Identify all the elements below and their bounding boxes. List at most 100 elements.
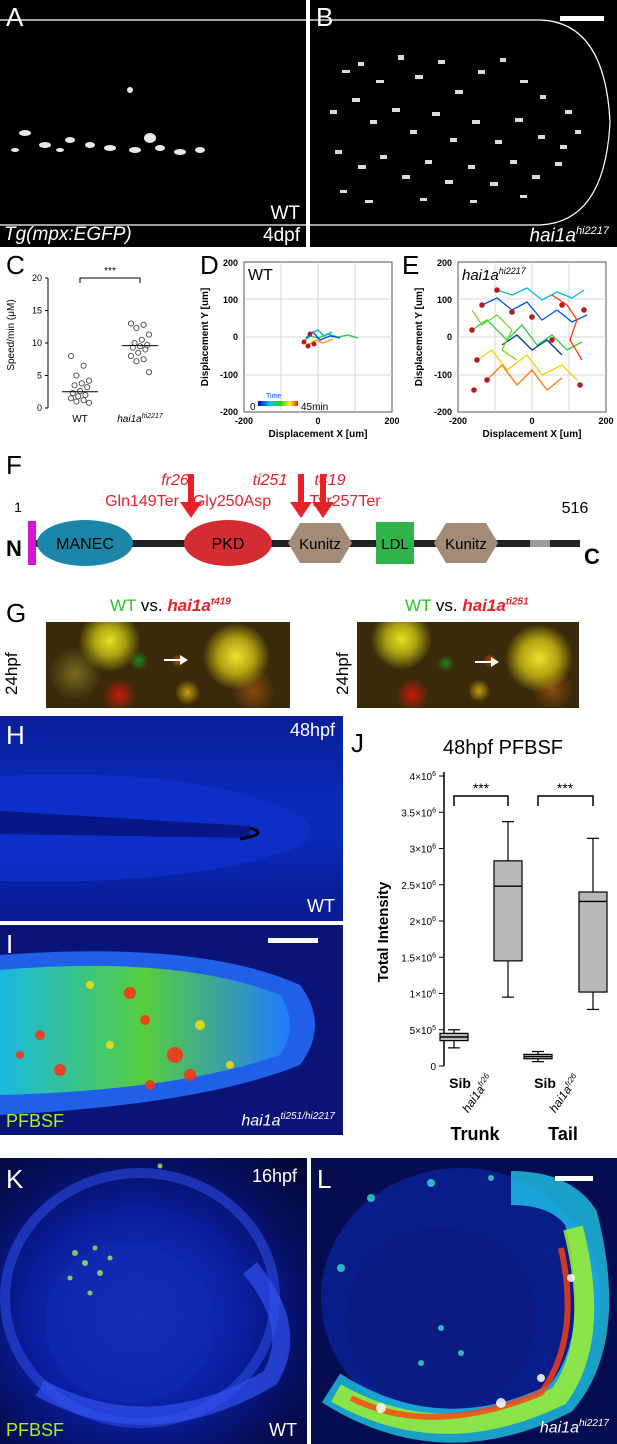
genotype-base: hai1a bbox=[529, 225, 576, 247]
panel-j-group-tail: Tail bbox=[548, 1124, 578, 1144]
panel-a-letter: A bbox=[6, 2, 24, 32]
panel-j-sig-tail: *** bbox=[557, 780, 574, 796]
panel-j-xlabel-sib-tail: Sib bbox=[534, 1075, 556, 1091]
panel-j-xlabel-sib-trunk: Sib bbox=[449, 1075, 471, 1091]
c-data-point bbox=[84, 384, 91, 391]
panel-a-cells bbox=[11, 87, 205, 155]
mutation-t419-name: t419 bbox=[314, 472, 345, 489]
panel-g-letter: G bbox=[6, 598, 27, 628]
panel-c-yticks: 0 5 10 15 20 bbox=[32, 273, 48, 413]
d-ytick: -200 bbox=[220, 407, 238, 417]
panel-c-xlabel-mut: hai1ahi2217 bbox=[117, 413, 164, 425]
panel-j-letter: J bbox=[351, 728, 364, 758]
panel-k-embryo bbox=[0, 1163, 291, 1428]
panel-k-stage: 16hpf bbox=[251, 1166, 297, 1186]
diagram-end-number: 516 bbox=[562, 500, 589, 517]
panel-a-outline bbox=[0, 19, 306, 226]
panel-j-boxes bbox=[439, 821, 608, 1063]
panel-e-tracks bbox=[471, 287, 588, 391]
panel-k-cells bbox=[67, 1163, 163, 1296]
c-data-point bbox=[145, 331, 153, 338]
e-xtick: -200 bbox=[449, 416, 467, 426]
c-data-point bbox=[78, 380, 85, 387]
panel-c-significance: *** bbox=[104, 266, 116, 277]
time-legend-zero: 0 bbox=[250, 402, 256, 413]
panel-k-image: K 16hpf PFBSF WT bbox=[0, 1158, 307, 1444]
panel-h-stage: 48hpf bbox=[289, 720, 335, 740]
c-terminus-label: C bbox=[584, 544, 600, 569]
panel-i-genotype: hai1ati251/hi2217 bbox=[241, 1111, 335, 1130]
panel-c-xlabel-wt: WT bbox=[72, 414, 88, 425]
arrow-icon bbox=[475, 657, 499, 667]
panel-e-letter: E bbox=[402, 250, 420, 280]
domain-ldl bbox=[376, 522, 414, 564]
backbone-segment bbox=[530, 540, 550, 547]
panel-g-right-title: WT vs. hai1ati251 bbox=[405, 596, 529, 616]
mutant-label: hai1at419 bbox=[167, 596, 231, 615]
e-ytick: 200 bbox=[437, 258, 452, 268]
panel-b-outline bbox=[310, 19, 611, 226]
panel-l-image: L hai1ahi2217 bbox=[311, 1158, 617, 1444]
panel-e-chart: 200 100 0 -100 -200 -200 0 200 Displacem… bbox=[414, 258, 614, 440]
mutation-ti251-name: ti251 bbox=[253, 472, 288, 489]
panel-h-genotype: WT bbox=[307, 896, 335, 916]
c-data-point bbox=[135, 349, 142, 356]
panel-b-letter: B bbox=[316, 2, 334, 32]
j-ytick: 2.5×106 bbox=[401, 880, 436, 892]
mutant-label: hai1ati251 bbox=[462, 596, 529, 615]
c-ytick: 15 bbox=[32, 306, 42, 316]
d-ytick: -100 bbox=[220, 370, 238, 380]
panel-g-right-image bbox=[357, 622, 579, 708]
c-data-point bbox=[127, 320, 135, 327]
d-xtick: -200 bbox=[235, 416, 253, 426]
domain-kunitz-2 bbox=[434, 523, 498, 563]
wt-label: WT bbox=[110, 596, 137, 615]
panel-c-ylabel: Speed/min (μM) bbox=[6, 299, 17, 370]
c-data-point bbox=[67, 395, 75, 402]
c-ytick: 20 bbox=[32, 273, 42, 283]
panel-f-letter: F bbox=[6, 450, 22, 480]
panel-e-track-ends bbox=[469, 287, 587, 393]
panel-i-image: I PFBSF hai1ati251/hi2217 bbox=[0, 925, 343, 1135]
panel-d-track-ends bbox=[301, 331, 317, 349]
panel-i-hotspots bbox=[16, 987, 196, 1090]
j-ytick: 3.5×106 bbox=[401, 807, 436, 819]
panel-j-sig-trunk: *** bbox=[473, 780, 490, 796]
panel-b-genotype-label: hai1ahi2217 bbox=[529, 225, 609, 247]
c-data-point bbox=[129, 344, 136, 351]
time-legend-end: 45min bbox=[301, 402, 328, 413]
time-legend-bar bbox=[258, 401, 298, 406]
scale-bar bbox=[268, 938, 318, 943]
time-legend-label: Time bbox=[266, 393, 281, 400]
j-box bbox=[493, 860, 523, 962]
domain-manec-label: MANEC bbox=[56, 536, 114, 553]
c-data-point bbox=[69, 389, 76, 397]
panel-j-group-trunk: Trunk bbox=[450, 1124, 500, 1144]
c-data-point bbox=[133, 358, 140, 365]
genotype-sup: hi2217 bbox=[575, 225, 609, 237]
c-data-point bbox=[145, 369, 153, 376]
panel-a-stage-label: 4dpf bbox=[263, 225, 300, 246]
domain-kunitz-1-label: Kunitz bbox=[299, 536, 341, 553]
panel-c-chart: Speed/min (μM) 0 5 10 15 20 *** WT hai1ahi22… bbox=[6, 266, 164, 425]
d-ytick: 200 bbox=[223, 258, 238, 268]
c-data-point bbox=[80, 397, 87, 404]
e-xtick: 0 bbox=[529, 416, 534, 426]
d-ytick: 0 bbox=[233, 332, 238, 342]
wt-label: WT bbox=[405, 596, 432, 615]
c-data-point bbox=[80, 362, 87, 369]
n-terminal-segment bbox=[28, 521, 36, 565]
d-ytick: 100 bbox=[223, 295, 238, 305]
panel-d-letter: D bbox=[200, 250, 219, 280]
panel-j-ylabel: Total Intensity bbox=[375, 881, 392, 982]
c-data-point bbox=[82, 391, 89, 399]
j-ytick: 0 bbox=[430, 1062, 436, 1073]
panel-a-image: A WT 4dpf Tg(mpx:EGFP) bbox=[0, 0, 306, 247]
panel-e-title: hai1ahi2217 bbox=[462, 266, 527, 284]
panel-i-tail bbox=[0, 951, 315, 1115]
panel-f-domain-diagram: fr26 Gln149Ter ti251 Gly250Asp t419 Tyr2… bbox=[6, 472, 600, 569]
j-ytick: 3×106 bbox=[410, 844, 437, 856]
e-ytick: -100 bbox=[434, 370, 452, 380]
c-data-point bbox=[85, 377, 93, 384]
arrow-icon bbox=[164, 655, 188, 665]
